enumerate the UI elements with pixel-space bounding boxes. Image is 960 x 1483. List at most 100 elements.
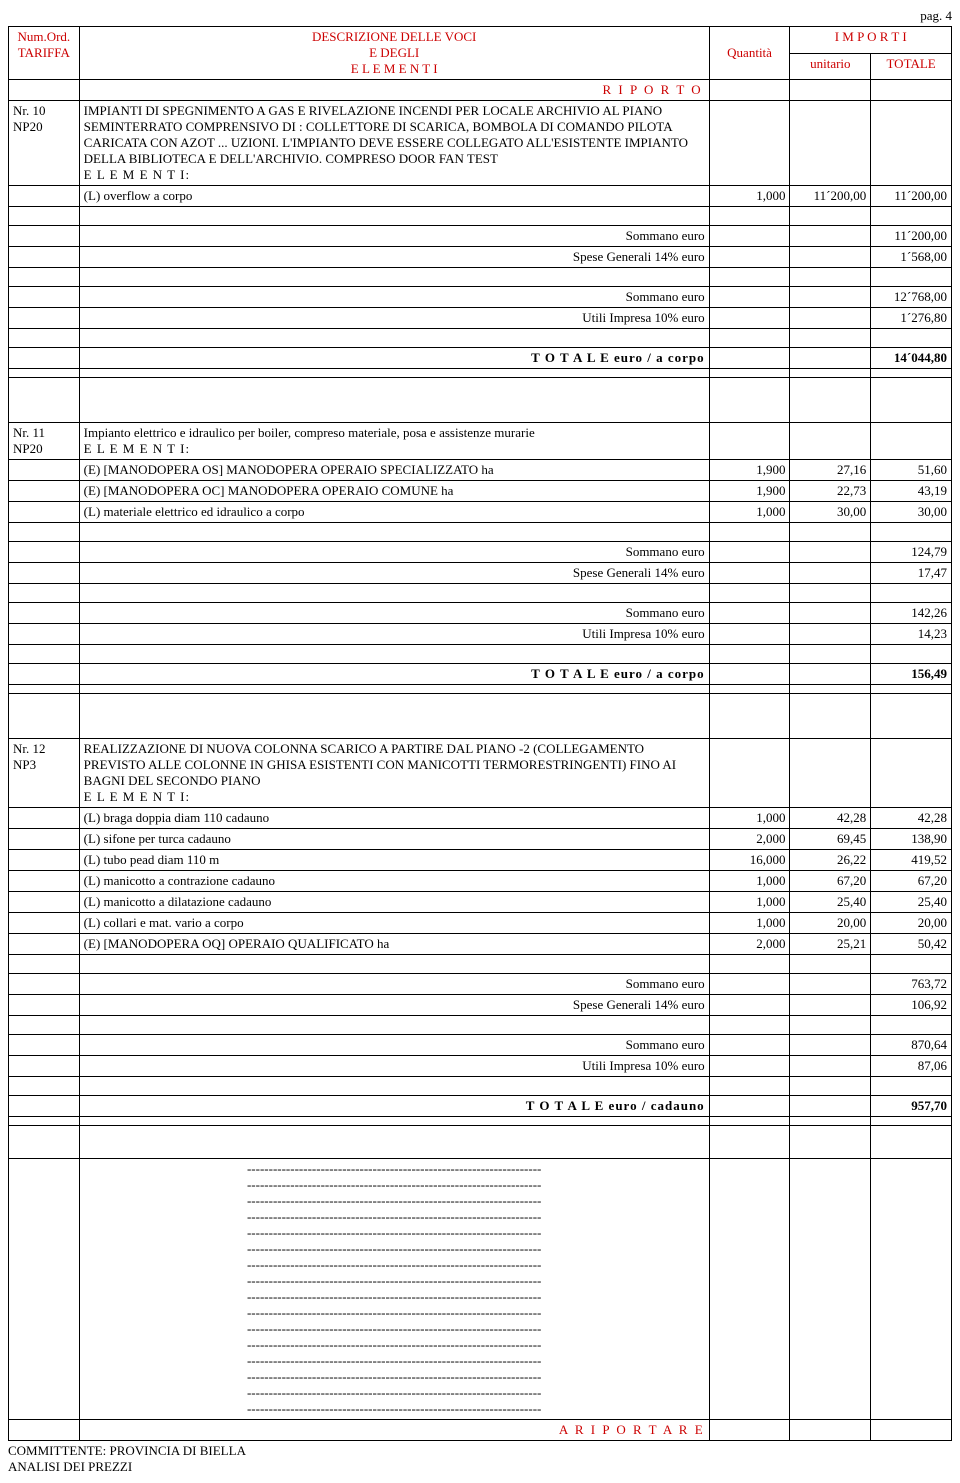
item11-spese: 17,47 [871, 563, 952, 584]
item11-l1-unit: 27,16 [790, 460, 871, 481]
c: 138,90 [871, 829, 952, 850]
item12-l5: (L) manicotto a dilatazione cadauno [79, 892, 709, 913]
item12-code: NP3 [13, 757, 36, 772]
table-row: (L) overflow a corpo 1,000 11´200,00 11´… [9, 186, 952, 207]
item12-ref: Nr. 12 NP3 [9, 739, 80, 808]
item11-totale: 156,49 [871, 664, 952, 685]
table-row: (L) collari e mat. vario a corpo1,00020,… [9, 913, 952, 934]
table-row: Sommano euro763,72 [9, 974, 952, 995]
item11-l1: (E) [MANODOPERA OS] MANODOPERA OPERAIO S… [79, 460, 709, 481]
item11-sommano2-l: Sommano euro [79, 603, 709, 624]
item11-l1-qty: 1,900 [709, 460, 790, 481]
c: 20,00 [790, 913, 871, 934]
item11-utili: 14,23 [871, 624, 952, 645]
item12-spese: 106,92 [871, 995, 952, 1016]
header-unitario: unitario [790, 53, 871, 80]
header-importi: I M P O R T I [790, 27, 952, 54]
table-row: Sommano euro 11´200,00 [9, 226, 952, 247]
table-row: (L) braga doppia diam 110 cadauno1,00042… [9, 808, 952, 829]
item10-code: NP20 [13, 119, 43, 134]
item11-sommano2: 142,26 [871, 603, 952, 624]
header-totale: TOTALE [871, 53, 952, 80]
spacer [9, 207, 952, 226]
item12-desc: REALIZZAZIONE DI NUOVA COLONNA SCARICO A… [79, 739, 709, 808]
riporto-empty3 [790, 80, 871, 101]
c: 69,45 [790, 829, 871, 850]
table-row: Spese Generali 14% euro 1´568,00 [9, 247, 952, 268]
spacer [9, 523, 952, 542]
table-row: T O T A L E euro / cadauno957,70 [9, 1096, 952, 1117]
item12-utili-l: Utili Impresa 10% euro [79, 1056, 709, 1077]
item12-l2: (L) sifone per turca cadauno [79, 829, 709, 850]
c: 25,21 [790, 934, 871, 955]
item11-code: NP20 [13, 441, 43, 456]
item10-elementi: E L E M E N T I: [84, 167, 190, 182]
item12-elementi: E L E M E N T I: [84, 789, 190, 804]
spacer [9, 329, 952, 348]
item10-d4: DELLA BIBLIOTECA E DELL'ARCHIVIO. COMPRE… [84, 151, 498, 166]
c: 2,000 [709, 829, 790, 850]
header-desc-l1: DESCRIZIONE DELLE VOCI [312, 29, 476, 44]
c: 50,42 [871, 934, 952, 955]
item10-sommano2-label: Sommano euro [79, 287, 709, 308]
header-tariffa: Num.Ord. TARIFFA [9, 27, 80, 80]
c: 16,000 [709, 850, 790, 871]
item10-ref: Nr. 10 NP20 [9, 101, 80, 186]
item11-elementi: E L E M E N T I: [84, 441, 190, 456]
item10-utili-label: Utili Impresa 10% euro [79, 308, 709, 329]
table-row: T O T A L E euro / a corpo 14´044,80 [9, 348, 952, 369]
item10-spese-label: Spese Generali 14% euro [79, 247, 709, 268]
item12-sommano2: 870,64 [871, 1035, 952, 1056]
table-row: Spese Generali 14% euro106,92 [9, 995, 952, 1016]
item11-l2-qty: 1,900 [709, 481, 790, 502]
item11-utili-l: Utili Impresa 10% euro [79, 624, 709, 645]
table-row: Sommano euro 124,79 [9, 542, 952, 563]
riporto-empty2 [709, 80, 790, 101]
c: 25,40 [871, 892, 952, 913]
spacer [9, 1077, 952, 1096]
c: 1,000 [709, 913, 790, 934]
item10-nr: Nr. 10 [13, 103, 46, 118]
spacer [9, 955, 952, 974]
spacer [9, 268, 952, 287]
dashes-row: ----------------------------------------… [9, 1159, 952, 1420]
table-row: (E) [MANODOPERA OQ] OPERAIO QUALIFICATO … [9, 934, 952, 955]
item12-l6: (L) collari e mat. vario a corpo [79, 913, 709, 934]
c: 67,20 [790, 871, 871, 892]
item12-totale: 957,70 [871, 1096, 952, 1117]
item11-desc: Impianto elettrico e idraulico per boile… [79, 423, 709, 460]
item11-l2: (E) [MANODOPERA OC] MANODOPERA OPERAIO C… [79, 481, 709, 502]
item11-l3-unit: 30,00 [790, 502, 871, 523]
item10-utili: 1´276,80 [871, 308, 952, 329]
item11-ref: Nr. 11 NP20 [9, 423, 80, 460]
table-row: (L) tubo pead diam 110 m16,00026,22419,5… [9, 850, 952, 871]
table-row: Nr. 11 NP20 Impianto elettrico e idrauli… [9, 423, 952, 460]
item10-sommano1: 11´200,00 [871, 226, 952, 247]
dashes-container: ----------------------------------------… [79, 1159, 709, 1420]
table-row: (E) [MANODOPERA OS] MANODOPERA OPERAIO S… [9, 460, 952, 481]
item12-d2: PREVISTO ALLE COLONNE IN GHISA ESISTENTI… [84, 757, 676, 772]
table-row: Nr. 12 NP3 REALIZZAZIONE DI NUOVA COLONN… [9, 739, 952, 808]
item10-d2: SEMINTERRATO COMPRENSIVO DI : COLLETTORE… [84, 119, 673, 134]
section-spacer [9, 378, 952, 423]
item10-d3: CARICATA CON AZOT ... UZIONI. L'IMPIANTO… [84, 135, 688, 150]
spacer [9, 369, 952, 378]
table-row: Utili Impresa 10% euro 14,23 [9, 624, 952, 645]
spacer [9, 1016, 952, 1035]
c: 1,000 [709, 808, 790, 829]
header-desc-l2: E DEGLI [369, 45, 419, 60]
item11-l2-tot: 43,19 [871, 481, 952, 502]
item11-l3-tot: 30,00 [871, 502, 952, 523]
c: 25,40 [790, 892, 871, 913]
item12-sommano1: 763,72 [871, 974, 952, 995]
c: 1,000 [709, 892, 790, 913]
footer-line1: COMMITTENTE: PROVINCIA DI BIELLA [8, 1443, 246, 1458]
item12-sommano2-l: Sommano euro [79, 1035, 709, 1056]
table-row: (L) materiale elettrico ed idraulico a c… [9, 502, 952, 523]
item10-line1-qty: 1,000 [709, 186, 790, 207]
riporto-label: R I P O R T O [79, 80, 709, 101]
table-row: Nr. 10 NP20 IMPIANTI DI SPEGNIMENTO A GA… [9, 101, 952, 186]
c: 42,28 [871, 808, 952, 829]
item11-l2-unit: 22,73 [790, 481, 871, 502]
cell-empty [9, 186, 80, 207]
